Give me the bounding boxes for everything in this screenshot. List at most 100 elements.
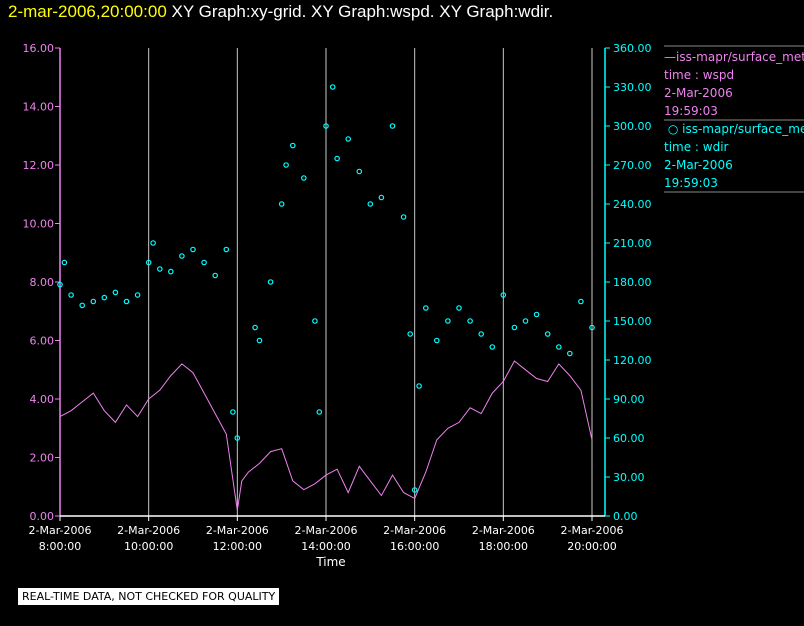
series-wdir-point: [283, 162, 289, 168]
right-tick-label: 120.00: [613, 354, 652, 367]
x-tick-time-label: 12:00:00: [213, 540, 262, 553]
left-tick-label: 8.00: [30, 276, 55, 289]
x-tick-date-label: 2-Mar-2006: [383, 524, 446, 537]
legend-wdir-time: 19:59:03: [664, 176, 718, 190]
series-wdir-point: [329, 84, 336, 90]
series-wdir-point: [90, 298, 97, 305]
legend-wdir-name: ○ iss-mapr/surface_met: [664, 122, 804, 136]
series-wdir-point: [79, 302, 86, 309]
legend-wspd[interactable]: —iss-mapr/surface_met time : wspd 2-Mar-…: [664, 48, 804, 120]
x-tick-date-label: 2-Mar-2006: [117, 524, 180, 537]
left-tick-label: 16.00: [23, 42, 55, 55]
x-tick-time-label: 16:00:00: [390, 540, 439, 553]
x-tick-time-label: 18:00:00: [479, 540, 528, 553]
series-wdir-point: [312, 318, 318, 324]
tick-labels: 0.00 2.00 4.00 6.00 8.00 10.00 12.00 14.00 16.00…: [23, 42, 652, 553]
series-wdir-point: [533, 311, 540, 318]
x-axis-label: Time: [315, 555, 345, 569]
x-tick-date-label: 2-Mar-2006: [561, 524, 624, 537]
series-wdir-point: [500, 292, 507, 298]
title-graph-list: XY Graph:xy-grid. XY Graph:wspd. XY Grap…: [171, 2, 554, 21]
series-wdir-point: [467, 318, 473, 324]
legend-wspd-date: 2-Mar-2006: [664, 86, 733, 100]
quality-notice: REAL-TIME DATA, NOT CHECKED FOR QUALITY: [18, 588, 280, 605]
series-wdir-point: [134, 292, 141, 298]
series-wdir-point: [316, 409, 323, 415]
series-wdir-point: [179, 253, 185, 259]
series-wdir-point: [478, 331, 485, 337]
series-wdir-point: [555, 344, 562, 350]
series-wdir-point: [400, 214, 407, 220]
series-wdir-point: [445, 318, 451, 324]
legend-wdir-date: 2-Mar-2006: [664, 158, 733, 172]
series-wdir-point: [267, 279, 274, 285]
series-wdir-point: [252, 324, 258, 331]
series-wdir-point: [201, 259, 207, 266]
legend-wspd-var: time : wspd: [664, 68, 735, 82]
series-wdir-point: [411, 487, 418, 493]
series-wdir-point: [511, 324, 518, 331]
series-wdir-point: [422, 305, 429, 311]
x-tick-time-label: 14:00:00: [301, 540, 350, 553]
series-wdir-point: [223, 246, 230, 253]
series-wdir-point: [489, 344, 496, 350]
right-tick-label: 210.00: [613, 237, 652, 250]
x-tick-date-label: 2-Mar-2006: [472, 524, 535, 537]
left-tick-label: 0.00: [30, 510, 55, 523]
x-tick-date-label: 2-Mar-2006: [206, 524, 269, 537]
left-tick-label: 14.00: [23, 101, 55, 114]
series-wdir-point: [68, 292, 74, 298]
series-wdir-point: [456, 305, 462, 311]
x-tick-time-label: 20:00:00: [567, 540, 616, 553]
line-marker-icon: —: [664, 50, 676, 64]
series-wdir-point: [345, 136, 352, 142]
legend-wdir-var: time : wdir: [664, 140, 729, 154]
left-tick-label: 2.00: [30, 452, 55, 465]
series-wdir-point: [407, 331, 414, 337]
series-wdir-point: [416, 383, 422, 389]
x-tick-time-label: 8:00:00: [39, 540, 81, 553]
series-wdir-point: [57, 281, 63, 288]
right-tick-label: 300.00: [613, 120, 652, 133]
series-wdir-point: [334, 155, 340, 162]
series-wdir-point: [212, 272, 219, 279]
series-wdir-point: [168, 268, 174, 275]
right-tick-label: 30.00: [613, 471, 645, 484]
right-tick-label: 0.00: [613, 510, 638, 523]
x-tick-date-label: 2-Mar-2006: [29, 524, 92, 537]
series-wdir-point: [367, 201, 374, 207]
series-wdir-point: [123, 298, 130, 305]
series-wdir-point: [61, 259, 68, 266]
series-wdir-point: [389, 123, 396, 129]
title-bar: 2-mar-2006,20:00:00 XY Graph:xy-grid. XY…: [8, 2, 553, 24]
series-wdir-point: [112, 289, 119, 296]
right-tick-label: 330.00: [613, 81, 652, 94]
right-tick-label: 60.00: [613, 432, 645, 445]
right-tick-label: 90.00: [613, 393, 645, 406]
series-wdir-point: [256, 337, 263, 344]
series-wdir-point: [356, 168, 363, 175]
series-wdir-point: [544, 331, 551, 337]
series-wspd-line: [59, 360, 593, 511]
legend-wdir[interactable]: ○ iss-mapr/surface_met time : wdir 2-Mar…: [664, 120, 804, 192]
title-timestamp: 2-mar-2006,20:00:00: [8, 2, 167, 21]
series-wdir-point: [578, 298, 584, 305]
data-series: [57, 84, 595, 511]
left-tick-label: 6.00: [30, 335, 55, 348]
series-wdir-point: [522, 318, 529, 324]
right-tick-label: 180.00: [613, 276, 652, 289]
series-wdir-point: [323, 123, 329, 129]
series-wdir-point: [190, 246, 196, 253]
x-tick-time-label: 10:00:00: [124, 540, 173, 553]
series-wdir-point: [230, 409, 236, 415]
series-wdir-point: [101, 294, 108, 301]
right-tick-label: 270.00: [613, 159, 652, 172]
x-tick-date-label: 2-Mar-2006: [295, 524, 358, 537]
left-tick-label: 12.00: [23, 159, 55, 172]
series-wdir-point: [278, 201, 285, 207]
series-wdir-point: [145, 259, 152, 266]
series-wdir-point: [289, 142, 296, 149]
series-wdir-point: [378, 194, 385, 201]
grid-lines: [148, 48, 593, 516]
